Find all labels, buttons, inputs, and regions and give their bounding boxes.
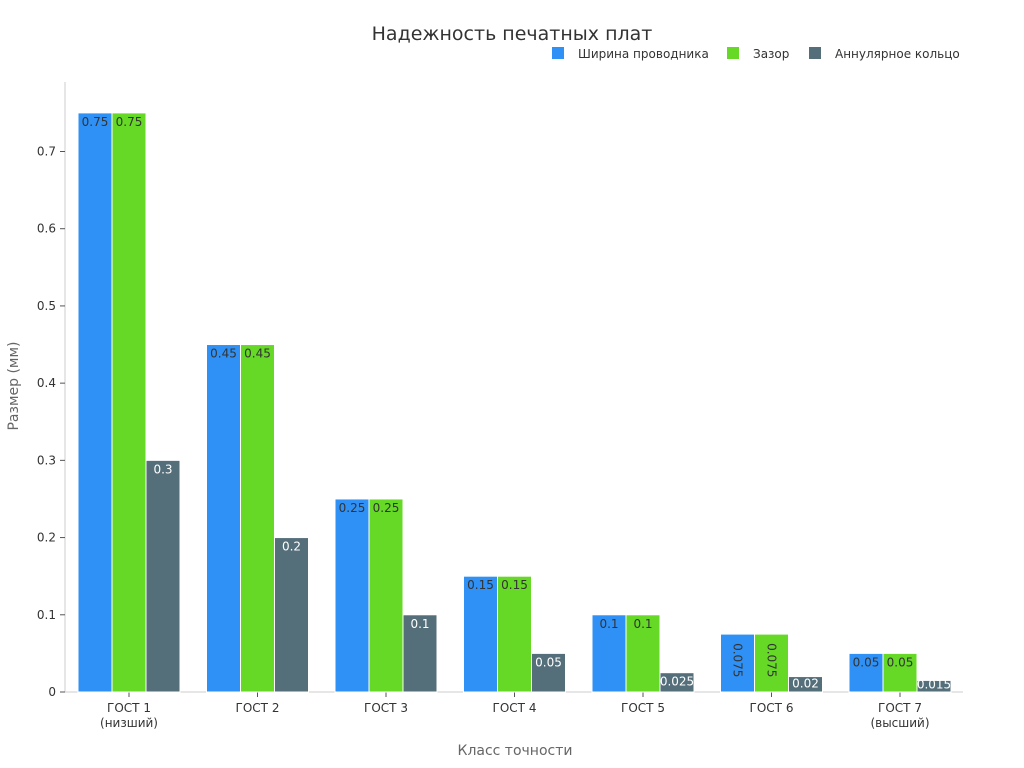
x-tick-label: ГОСТ 7 (высший) [870,701,929,730]
bar [531,652,566,693]
x-tick-label: ГОСТ 1 (низший) [100,701,158,730]
bar-value-label: 0.45 [244,347,271,361]
y-tick-label: 0.1 [37,608,56,622]
x-tick-label: ГОСТ 2 [236,701,280,715]
bar [368,498,404,693]
y-tick-label: 0.3 [37,453,56,467]
y-axis-title: Размер (мм) [6,341,22,430]
bar-value-label: 0.1 [599,617,618,631]
bar-value-label: 0.02 [792,676,819,690]
legend: Ширина проводника Зазор Аннулярное кольцо [552,47,960,61]
bar [591,614,627,693]
bar-value-label: 0.15 [501,578,528,592]
legend-label: Зазор [753,47,789,61]
bar-value-label: 0.2 [282,540,301,554]
bar-value-label: 0.25 [373,501,400,515]
bar [334,498,370,693]
bar [463,575,498,693]
bar [882,652,918,693]
y-axis: 0 0.1 0.2 0.3 0.4 0.5 0.6 0.7 [37,82,66,699]
bar [274,537,309,693]
x-tick-label: ГОСТ 4 [493,701,537,715]
y-tick-label: 0.7 [37,144,56,158]
bar-value-label: 0.75 [116,115,143,129]
bar [659,672,695,693]
bar-value-label: 0.05 [887,655,914,669]
bar [788,676,823,693]
bar [145,459,181,693]
bar-value-label: 0.015 [917,677,951,691]
bar [206,344,241,693]
x-axis-title: Класс точности [458,743,573,759]
bar [916,679,952,693]
bar-value-label: 0.25 [339,501,366,515]
y-tick-label: 0 [48,685,56,699]
bar-value-label: 0.075 [731,643,745,677]
bars [77,112,952,693]
x-axis: ГОСТ 1 (низший) ГОСТ 2 ГОСТ 3 ГОСТ 4 ГОСТ 5 ГО… [65,691,963,730]
bar-value-label: 0.1 [633,617,652,631]
bar-value-label: 0.45 [210,347,237,361]
legend-label: Аннулярное кольцо [835,47,960,61]
bar [848,652,884,693]
y-tick-label: 0.2 [37,531,56,545]
legend-swatch [809,47,821,59]
x-tick-label: ГОСТ 6 [750,701,794,715]
legend-label: Ширина проводника [578,47,709,61]
bar [240,344,275,693]
bar [754,633,789,693]
y-tick-label: 0.5 [37,299,56,313]
bar-value-label: 0.075 [765,643,779,677]
bar-value-label: 0.025 [660,675,694,689]
legend-swatch [552,47,564,59]
bar [77,112,113,693]
x-tick-label: ГОСТ 5 [621,701,665,715]
y-tick-label: 0.4 [37,376,56,390]
bar-value-label: 0.05 [853,655,880,669]
bar [402,614,438,693]
bar-value-label: 0.75 [82,115,109,129]
bar [497,575,532,693]
bar-value-label: 0.3 [153,462,172,476]
bar-labels: 0.75 0.45 0.25 0.15 0.1 0.075 0.05 0.75 0.45 0.25… [82,115,952,691]
bar-value-label: 0.1 [410,617,429,631]
y-tick-label: 0.6 [37,222,56,236]
bar [111,112,147,693]
chart-title: Надежность печатных плат [372,23,653,45]
bar-value-label: 0.05 [535,655,562,669]
bar [625,614,661,693]
x-tick-label: ГОСТ 3 [364,701,408,715]
legend-swatch [727,47,739,59]
bar-value-label: 0.15 [467,578,494,592]
